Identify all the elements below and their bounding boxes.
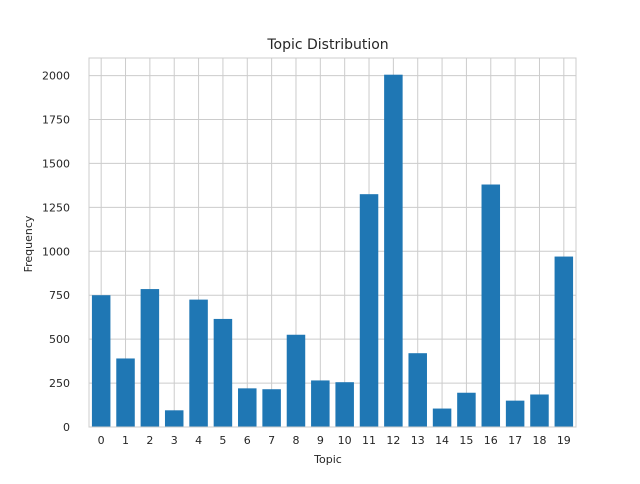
bar-topic-11 [359,194,379,427]
bar-topic-7 [262,389,281,427]
y-tick-label-750: 750 [49,289,70,302]
bar-topic-4 [189,299,208,427]
plot-frame [88,57,577,428]
bar-topic-10 [335,382,354,427]
y-tick-label-500: 500 [49,333,70,346]
bar-topic-6 [238,388,257,427]
x-tick-label-18: 18 [532,434,546,447]
y-tick-label-1500: 1500 [42,157,70,170]
bar-topic-14 [432,408,452,427]
x-tick-label-0: 0 [98,434,105,447]
bar-topic-15 [457,392,476,427]
x-tick-label-13: 13 [411,434,425,447]
bar-topic-16 [481,184,501,427]
spines-layer [88,57,577,428]
y-tick-label-1000: 1000 [42,245,70,258]
bar-topic-0 [91,295,111,427]
ticks-layer: 0 1 2 3 4 5 6 7 8 9 10 11 12 13 14 15 16 17 18 190250500750… [42,70,571,447]
x-tick-label-12: 12 [386,434,400,447]
x-tick-label-15: 15 [459,434,473,447]
y-tick-label-250: 250 [49,377,70,390]
bar-topic-2 [140,289,160,427]
x-tick-label-8: 8 [292,434,299,447]
x-tick-label-6: 6 [244,434,251,447]
bar-topic-1 [116,358,135,427]
grid-layer [89,58,576,428]
bar-topic-17 [505,400,525,427]
y-tick-label-0: 0 [63,421,70,434]
x-tick-label-4: 4 [195,434,202,447]
y-tick-label-2000: 2000 [42,70,70,83]
x-tick-label-5: 5 [219,434,226,447]
y-tick-label-1250: 1250 [42,201,70,214]
x-tick-label-10: 10 [338,434,352,447]
y-axis-label: Frequency [22,215,35,272]
bar-topic-18 [530,394,549,427]
x-tick-label-19: 19 [557,434,571,447]
bar-topic-8 [286,334,306,427]
x-tick-label-14: 14 [435,434,449,447]
x-tick-label-9: 9 [317,434,324,447]
bar-topic-9 [311,380,330,427]
x-tick-label-11: 11 [362,434,376,447]
bar-topic-19 [554,256,574,427]
y-tick-label-1750: 1750 [42,114,70,127]
chart-title: Topic Distribution [266,37,388,53]
bar-topic-3 [164,410,184,427]
x-tick-label-2: 2 [146,434,153,447]
x-tick-label-16: 16 [484,434,498,447]
x-tick-label-17: 17 [508,434,522,447]
x-tick-label-7: 7 [268,434,275,447]
bars-layer [91,74,574,427]
x-tick-label-3: 3 [171,434,178,447]
bar-topic-12 [384,74,403,427]
bar-topic-13 [408,353,427,427]
x-tick-label-1: 1 [122,434,129,447]
bar-topic-5 [213,318,233,427]
x-axis-label: Topic [313,453,342,466]
